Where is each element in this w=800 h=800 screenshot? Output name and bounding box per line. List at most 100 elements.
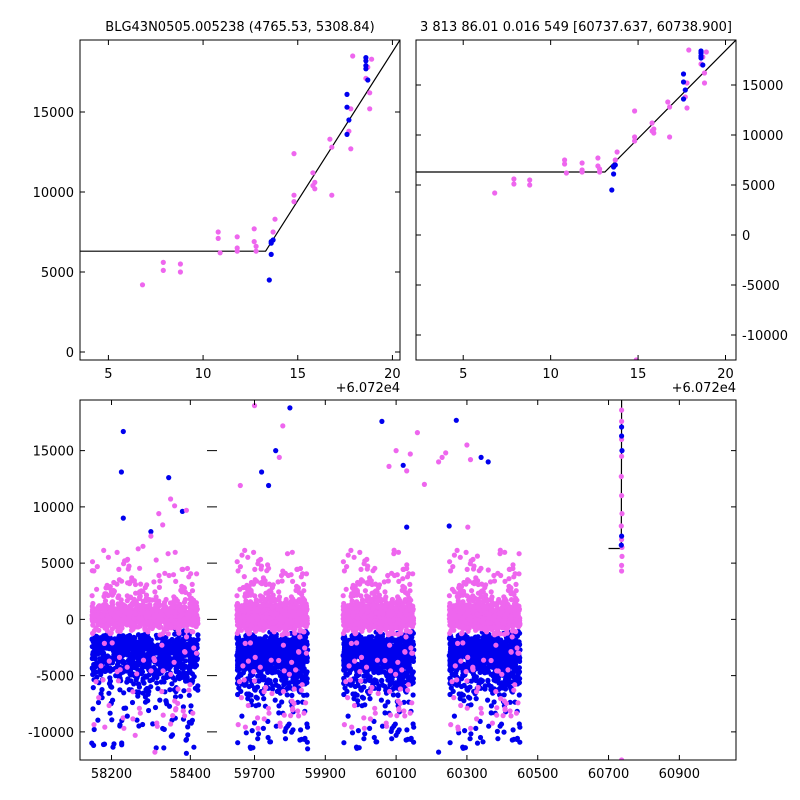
pink-point bbox=[90, 622, 96, 628]
pink-point bbox=[100, 677, 106, 683]
pink-point bbox=[156, 510, 162, 517]
pink-point bbox=[288, 598, 294, 604]
blue-point bbox=[164, 701, 170, 707]
plot-area-bottom-right bbox=[234, 400, 625, 760]
pink-point bbox=[241, 677, 247, 683]
pink-point bbox=[102, 605, 108, 612]
pink-point bbox=[151, 579, 157, 585]
pink-point bbox=[137, 593, 143, 599]
blue-point bbox=[140, 690, 146, 696]
pink-point bbox=[146, 611, 152, 617]
pink-point bbox=[244, 586, 251, 592]
blue-point bbox=[395, 692, 401, 698]
pink-point bbox=[168, 671, 174, 677]
blue-point bbox=[283, 637, 289, 643]
pink-point bbox=[172, 698, 178, 704]
blue-point bbox=[291, 635, 297, 641]
blue-point bbox=[408, 674, 414, 680]
pink-point bbox=[240, 608, 246, 614]
pink-point bbox=[649, 120, 655, 126]
blue-point bbox=[374, 739, 380, 745]
blue-point bbox=[179, 508, 185, 514]
pink-point bbox=[242, 591, 249, 597]
pink-point bbox=[91, 722, 97, 728]
pink-point bbox=[106, 702, 112, 709]
pink-point bbox=[284, 551, 291, 557]
pink-point bbox=[120, 715, 126, 721]
blue-point bbox=[407, 666, 413, 672]
blue-point bbox=[168, 733, 174, 739]
pink-point bbox=[217, 250, 223, 256]
blue-point bbox=[253, 694, 259, 700]
pink-point bbox=[130, 626, 136, 632]
pink-point bbox=[158, 608, 164, 614]
blue-point bbox=[120, 428, 126, 435]
axes-frame bbox=[79, 39, 401, 361]
blue-point bbox=[253, 703, 259, 709]
blue-point bbox=[344, 131, 350, 137]
blue-point bbox=[178, 693, 184, 699]
pink-point bbox=[171, 659, 177, 665]
blue-point bbox=[243, 730, 249, 736]
blue-point bbox=[256, 668, 262, 674]
blue-point bbox=[183, 673, 189, 680]
blue-point bbox=[342, 659, 348, 665]
pink-point bbox=[251, 549, 257, 556]
blue-point bbox=[167, 687, 173, 693]
blue-point bbox=[344, 104, 350, 110]
pink-point bbox=[295, 609, 302, 616]
pink-point bbox=[96, 695, 102, 701]
blue-point bbox=[298, 641, 304, 648]
blue-point bbox=[110, 697, 116, 703]
pink-point bbox=[684, 105, 690, 111]
blue-point bbox=[90, 685, 96, 691]
blue-point bbox=[154, 650, 160, 656]
pink-point bbox=[251, 669, 257, 675]
pink-point bbox=[91, 568, 97, 574]
pink-point bbox=[260, 619, 266, 625]
blue-point bbox=[140, 678, 146, 684]
pink-point bbox=[182, 597, 188, 603]
blue-point bbox=[185, 724, 191, 730]
blue-point bbox=[236, 635, 242, 641]
pink-point bbox=[165, 551, 171, 557]
blue-point bbox=[265, 663, 272, 669]
pink-point bbox=[254, 625, 260, 631]
blue-point bbox=[367, 696, 373, 702]
x-tick-label: 15 bbox=[630, 367, 647, 382]
pink-point bbox=[289, 549, 295, 555]
pink-point bbox=[132, 732, 138, 738]
pink-point bbox=[125, 580, 131, 586]
blue-point bbox=[191, 744, 197, 750]
blue-point bbox=[272, 697, 278, 703]
plot-area-bottom-left bbox=[89, 428, 201, 756]
pink-point bbox=[121, 725, 127, 731]
pink-point bbox=[155, 619, 161, 626]
panel-title: BLG43N0505.005238 (4765.53, 5308.84) bbox=[105, 20, 374, 35]
pink-point bbox=[343, 586, 349, 592]
pink-point bbox=[301, 615, 307, 621]
pink-point bbox=[247, 630, 253, 636]
blue-point bbox=[177, 639, 183, 645]
blue-point bbox=[148, 529, 154, 535]
blue-point bbox=[169, 681, 175, 687]
blue-point bbox=[361, 684, 367, 690]
pink-point bbox=[159, 688, 165, 695]
pink-point bbox=[118, 597, 124, 603]
blue-point bbox=[698, 50, 704, 56]
blue-point bbox=[177, 671, 183, 677]
x-offset-label: +6.072e4 bbox=[672, 381, 736, 396]
y-tick-label: 10000 bbox=[742, 129, 783, 144]
pink-point bbox=[285, 572, 291, 579]
y-tick-label: 5000 bbox=[41, 266, 74, 281]
pink-point bbox=[265, 624, 271, 630]
blue-point bbox=[236, 652, 242, 658]
pink-point bbox=[157, 578, 163, 584]
pink-point bbox=[177, 269, 183, 275]
blue-point bbox=[100, 741, 107, 748]
blue-point bbox=[238, 688, 244, 695]
blue-point bbox=[235, 740, 241, 746]
pink-point bbox=[152, 657, 158, 664]
